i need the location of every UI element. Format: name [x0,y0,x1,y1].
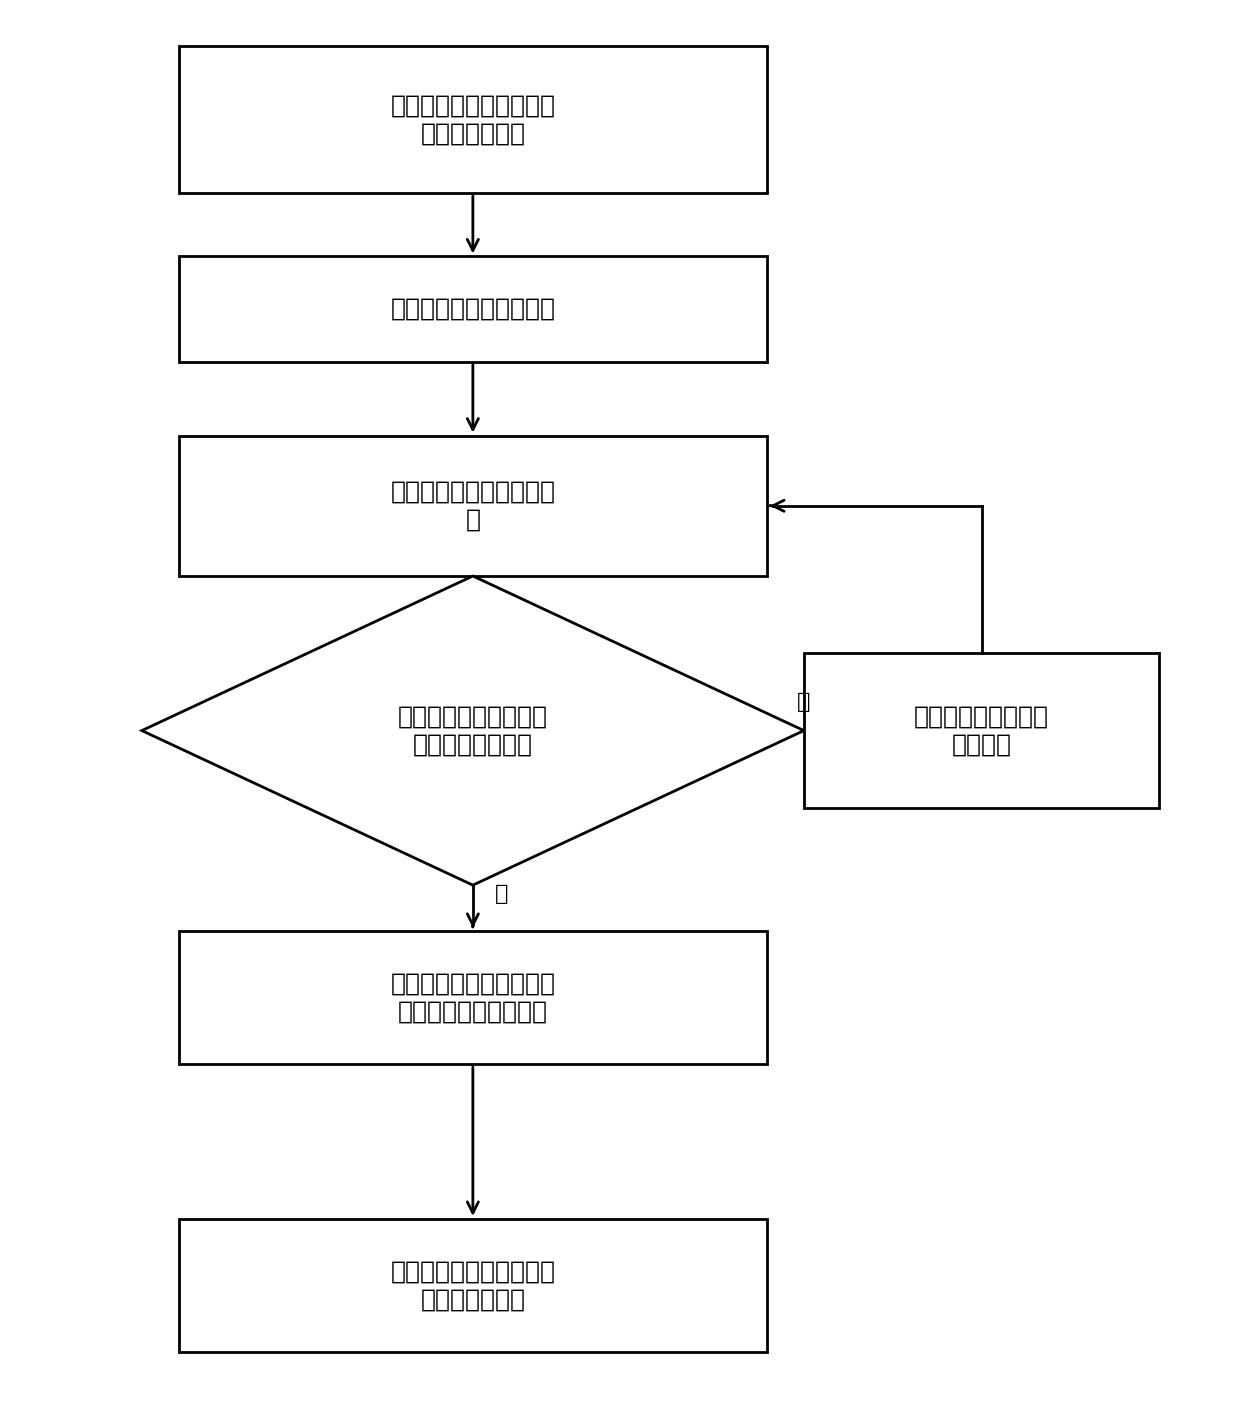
Text: 设计充电设备，将覆盖范
围分为五个阵面: 设计充电设备，将覆盖范 围分为五个阵面 [391,94,556,145]
Bar [179,931,768,1064]
Bar [179,436,768,576]
Bar [179,257,768,362]
Text: 是: 是 [495,884,508,904]
Polygon shape [141,576,804,885]
Text: 否: 否 [797,692,811,712]
Text: 确定子阵的阵元位置分布: 确定子阵的阵元位置分布 [391,297,556,321]
Text: 判断天线增益与旁瓣电
平是否达到目标值: 判断天线增益与旁瓣电 平是否达到目标值 [398,705,548,756]
Bar [804,653,1159,807]
Text: 优先选定能够覆盖多个被
充电设备的波束: 优先选定能够覆盖多个被 充电设备的波束 [391,1260,556,1311]
Text: 计算不同频率波束的方向
图: 计算不同频率波束的方向 图 [391,480,556,532]
Text: 改变时间调制阵列的
控制时序: 改变时间调制阵列的 控制时序 [914,705,1049,756]
Bar [179,1219,768,1352]
Text: 通过蓝牙方式使充电设备
与被充电设备建立连接: 通过蓝牙方式使充电设备 与被充电设备建立连接 [391,972,556,1023]
Bar [179,45,768,193]
